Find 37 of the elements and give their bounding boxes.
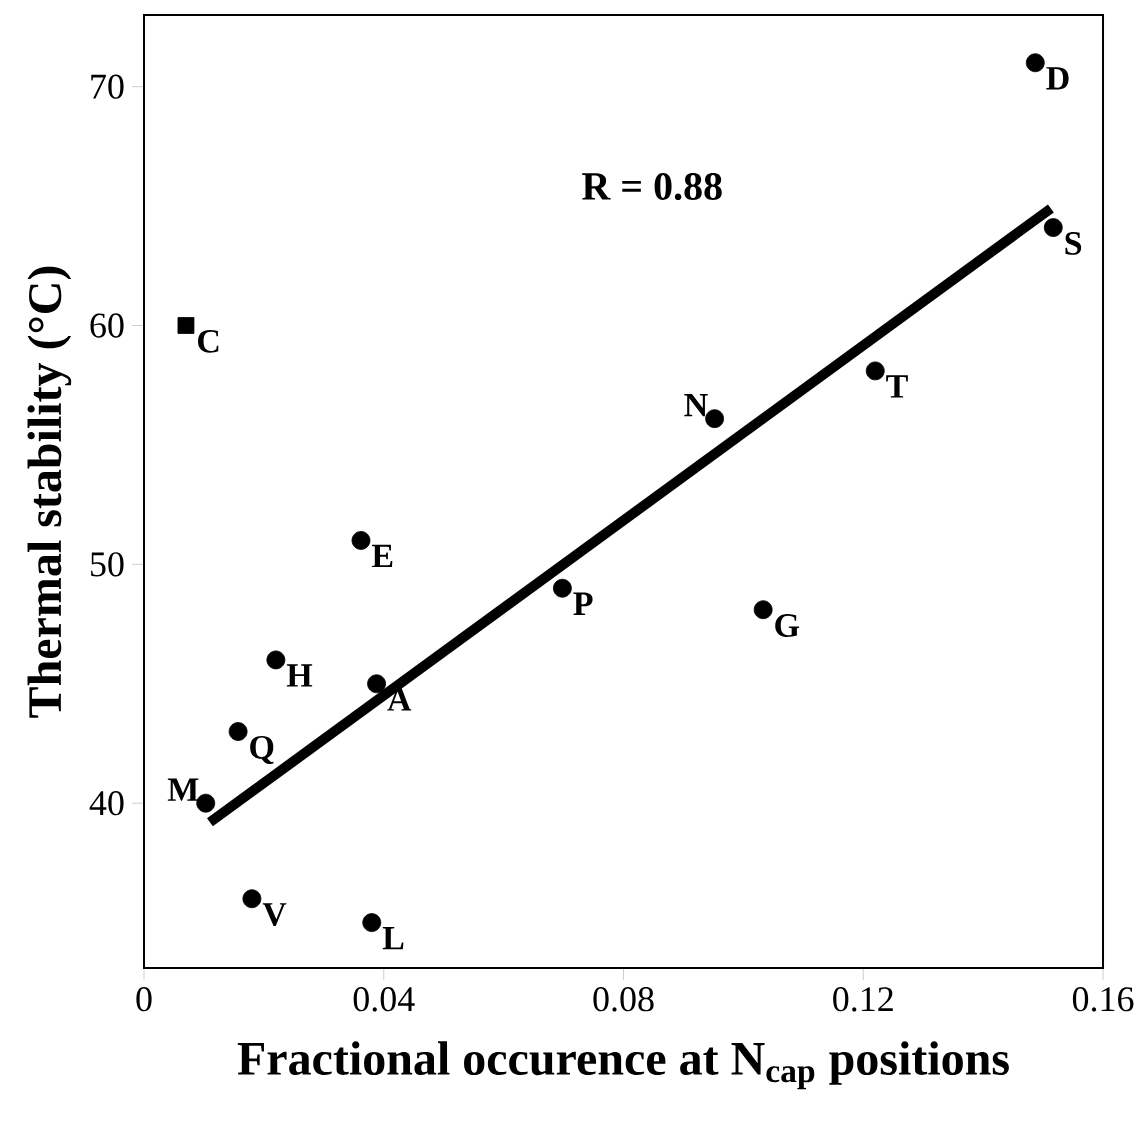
data-label: Q bbox=[250, 735, 274, 764]
point bbox=[367, 674, 386, 694]
annotation: R = 0.88 bbox=[582, 172, 722, 201]
x-tick-label: 0.16 bbox=[1072, 987, 1134, 1012]
data-label: D bbox=[1046, 67, 1069, 90]
point bbox=[362, 913, 382, 933]
data-label: S bbox=[1065, 231, 1082, 255]
point bbox=[1025, 53, 1045, 73]
x-tick-label: 0.04 bbox=[353, 987, 415, 1012]
data-label: C bbox=[198, 329, 219, 353]
point bbox=[753, 600, 773, 620]
data-label: M bbox=[167, 778, 199, 801]
y-axis-title: Thermal stability (°C) bbox=[27, 266, 72, 718]
point bbox=[865, 361, 885, 381]
y-tick-label: 50 bbox=[91, 552, 124, 577]
x-axis-title: Fractional occurence at N$_{cap}$ positions bbox=[237, 1041, 1009, 1090]
data-label: T bbox=[886, 375, 908, 398]
y-tick-label: 40 bbox=[89, 791, 124, 816]
y-tick-label: 70 bbox=[91, 74, 124, 99]
x-tick-label: 0.08 bbox=[593, 987, 654, 1012]
data-label: H bbox=[286, 664, 313, 687]
point bbox=[266, 650, 286, 670]
x-tick-label: 0.12 bbox=[833, 987, 893, 1012]
data-label: G bbox=[775, 614, 800, 637]
data-label: E bbox=[371, 544, 393, 568]
data-label: N bbox=[684, 393, 708, 417]
point bbox=[242, 889, 262, 909]
y-tick-label: 60 bbox=[90, 313, 124, 338]
point bbox=[228, 722, 248, 741]
data-label: V bbox=[262, 903, 287, 926]
data-label: P bbox=[573, 592, 593, 615]
point bbox=[177, 317, 195, 334]
point bbox=[552, 578, 572, 598]
x-tick-label: 0 bbox=[136, 987, 152, 1012]
data-label: L bbox=[382, 927, 404, 950]
point bbox=[351, 531, 371, 550]
point bbox=[1043, 218, 1063, 237]
